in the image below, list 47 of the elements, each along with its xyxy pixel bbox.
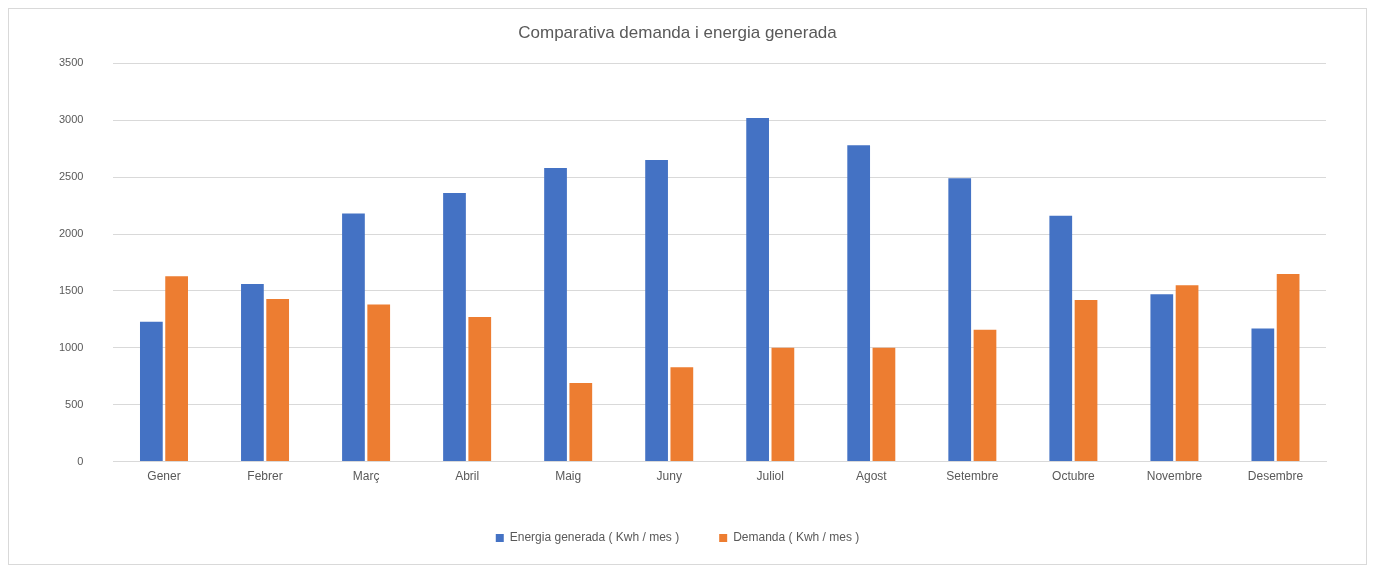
x-tick-label: Desembre — [1247, 469, 1304, 484]
y-tick-label: 3000 — [58, 113, 84, 126]
bar — [1251, 328, 1275, 462]
x-tick-label: Agost — [855, 469, 888, 484]
legend-label: Energia generada ( Kwh / mes ) — [509, 530, 680, 545]
y-tick-label: 1000 — [58, 340, 84, 353]
y-tick-label: 0 — [77, 454, 84, 467]
bar — [973, 329, 997, 462]
bar — [468, 317, 492, 462]
x-tick-label: Març — [352, 469, 380, 484]
chart-title: Comparativa demanda i energia generada — [518, 22, 838, 42]
x-tick-label: Novembre — [1146, 469, 1203, 484]
y-tick-label: 500 — [65, 397, 84, 410]
x-tick-label: Abril — [455, 469, 480, 484]
bar — [1276, 273, 1300, 462]
bar — [1049, 215, 1073, 462]
x-tick-label: Setembre — [946, 469, 999, 484]
x-tick-label: Maig — [555, 469, 582, 484]
bar — [1074, 300, 1098, 462]
bar — [140, 321, 163, 462]
legend-label: Demanda ( Kwh / mes ) — [733, 530, 860, 545]
bar — [367, 304, 391, 462]
x-tick-label: Juliol — [756, 469, 784, 484]
bar — [847, 145, 871, 462]
bar — [746, 118, 769, 462]
y-tick-label: 3500 — [58, 56, 84, 69]
bar — [1150, 294, 1174, 462]
bar — [241, 284, 264, 462]
bar — [948, 178, 972, 462]
bar — [670, 367, 694, 462]
bar — [443, 193, 466, 462]
bar — [771, 347, 795, 462]
y-tick-label: 2500 — [58, 170, 84, 183]
x-tick-label: Febrer — [247, 469, 283, 484]
x-tick-label: Juny — [656, 469, 682, 484]
y-tick-label: 2000 — [58, 227, 84, 240]
x-tick-label: Gener — [147, 469, 181, 484]
x-tick-label: Octubre — [1052, 469, 1096, 484]
bar — [544, 168, 567, 462]
bar — [569, 383, 593, 462]
bar — [342, 213, 365, 462]
bar — [645, 160, 668, 462]
bar — [1175, 285, 1199, 462]
y-tick-label: 1500 — [58, 283, 84, 296]
bar — [872, 347, 896, 462]
bar — [165, 276, 188, 462]
bar — [266, 298, 290, 462]
